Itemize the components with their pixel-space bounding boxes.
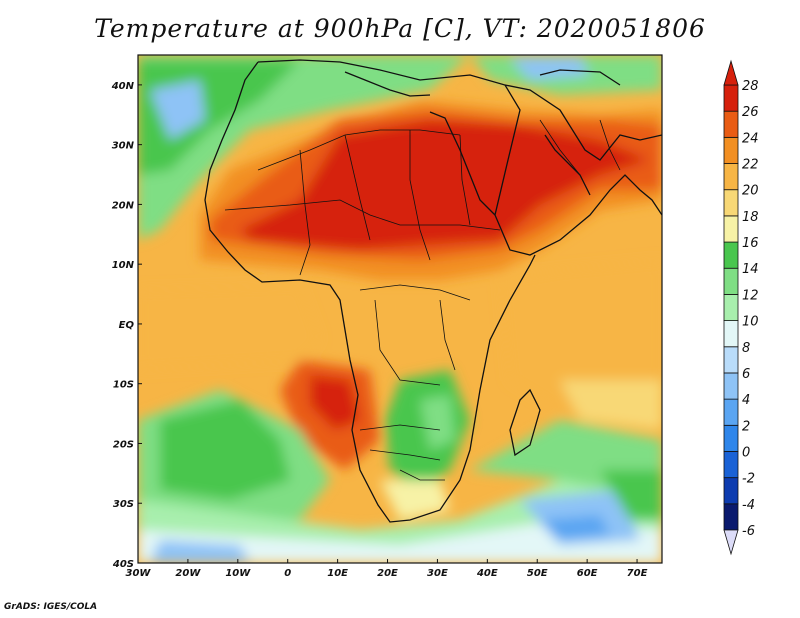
- x-axis: 30W 20W 10W 0 10E 20E 30E 40E 50E 60E 70E: [126, 559, 648, 579]
- colorbar-swatch: [723, 372, 739, 400]
- colorbar-label: 4: [742, 393, 750, 408]
- y-tick-label: 10N: [112, 260, 135, 271]
- colorbar-label: 10: [742, 315, 759, 330]
- colorbar-label: 14: [742, 262, 759, 277]
- x-tick-label: 10W: [225, 568, 251, 579]
- y-tick-label: EQ: [119, 320, 135, 331]
- colorbar-upper-extension: [723, 59, 739, 86]
- x-tick-label: 60E: [577, 568, 598, 579]
- colorbar-label: 28: [742, 79, 759, 94]
- x-tick-label: 50E: [527, 568, 548, 579]
- grads-credit: GrADS: IGES/COLA: [4, 602, 98, 612]
- colorbar-lower-extension: [723, 529, 739, 556]
- colorbar-swatch: [723, 163, 739, 191]
- colorbar-label: 16: [742, 236, 759, 251]
- y-tick-label: 20S: [113, 439, 134, 450]
- plot-frame: [137, 54, 663, 564]
- x-tick-label: 20W: [175, 568, 201, 579]
- colorbar-swatch: [723, 320, 739, 348]
- x-tick-label: 30W: [126, 568, 152, 579]
- colorbar-label: -6: [742, 524, 755, 539]
- colorbar-label: 2: [742, 419, 750, 434]
- colorbar-swatch: [723, 241, 739, 269]
- y-tick-label: 40S: [112, 559, 134, 570]
- colorbar-label: 8: [742, 341, 750, 356]
- colorbar-label: 12: [742, 288, 759, 303]
- colorbar-swatch: [723, 267, 739, 295]
- y-tick-label: 30S: [113, 499, 134, 510]
- x-tick-label: 70E: [627, 568, 648, 579]
- y-tick-label: 10S: [113, 380, 134, 391]
- colorbar-swatch: [723, 451, 739, 479]
- colorbar-label: -4: [742, 498, 755, 513]
- temperature-field: [138, 55, 662, 563]
- coastlines: [204, 59, 662, 523]
- map-title: Temperature at 900hPa [C], VT: 202005180…: [94, 14, 706, 43]
- colorbar-swatch: [723, 215, 739, 243]
- x-tick-label: 10E: [327, 568, 348, 579]
- y-axis: 40N 30N 20N 10N EQ 10S 20S 30S 40S: [111, 81, 142, 570]
- x-tick-label: 0: [284, 568, 291, 579]
- y-tick-label: 20N: [112, 200, 135, 211]
- colorbar-label: 22: [742, 158, 759, 173]
- colorbar-swatch: [723, 294, 739, 321]
- x-tick-label: 40E: [476, 568, 498, 579]
- colorbar-label: 24: [742, 131, 759, 146]
- y-tick-label: 40N: [111, 81, 135, 92]
- colorbar-swatch: [723, 398, 739, 426]
- colorbar-swatch: [723, 503, 739, 531]
- x-tick-label: 20E: [377, 568, 398, 579]
- colorbar-swatch: [723, 189, 739, 217]
- colorbar-label: 6: [742, 367, 750, 382]
- colorbar-swatch: [723, 346, 739, 374]
- colorbar-label: 0: [742, 445, 750, 460]
- colorbar-label: 20: [742, 184, 759, 199]
- colorbar-swatch: [723, 136, 739, 164]
- y-tick-label: 30N: [112, 141, 135, 152]
- x-tick-label: 30E: [427, 568, 448, 579]
- colorbar-label: 26: [742, 105, 759, 120]
- colorbar-swatch: [723, 477, 739, 505]
- country-borders: [224, 119, 621, 481]
- colorbar-swatch: [723, 110, 739, 138]
- colorbar-swatch: [723, 84, 739, 112]
- colorbar-swatch: [723, 424, 739, 452]
- colorbar-label: 18: [742, 210, 759, 225]
- colorbar-label: -2: [742, 472, 755, 487]
